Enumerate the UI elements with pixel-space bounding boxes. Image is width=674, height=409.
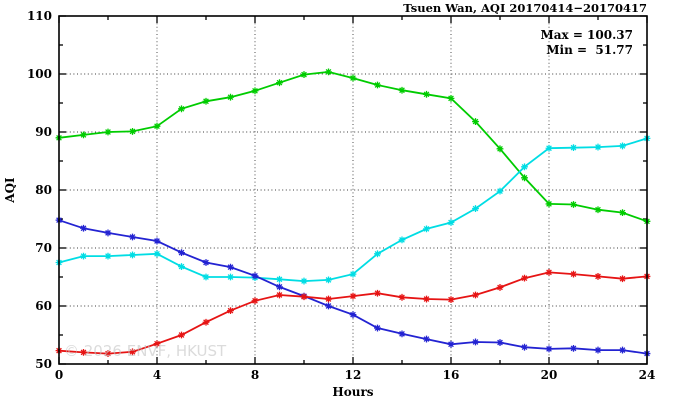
series-green-line: [58, 70, 648, 223]
legend-min-label: Min = 51.77: [546, 43, 633, 57]
plot-border: [58, 15, 648, 365]
x-tick-label: 20: [541, 368, 558, 382]
x-tick-label: 16: [443, 368, 460, 382]
y-tick-label: 50: [35, 357, 52, 371]
legend-max-label: Max = 100.37: [540, 28, 633, 42]
x-tick-label: 24: [639, 368, 656, 382]
y-tick-label: 70: [35, 241, 52, 255]
plot-area: 0 4 8 12 16 20 24 50 60 70 80 90 100 110: [27, 9, 655, 382]
watermark: © 2026 ENVF, HKUST: [64, 342, 227, 360]
y-tick-label: 90: [35, 125, 52, 139]
series-cyan: [55, 134, 651, 285]
chart-title: Tsuen Wan, AQI 20170414−20170417: [403, 1, 647, 15]
x-tick-label: 4: [153, 368, 161, 382]
series-blue: [55, 216, 651, 357]
x-axis-label: Hours: [332, 385, 373, 399]
y-tick-label: 60: [35, 299, 52, 313]
x-tick-label: 12: [345, 368, 362, 382]
y-tick-label: 110: [27, 9, 52, 23]
y-tick-label: 100: [27, 67, 52, 81]
series-cyan-markers: [55, 134, 651, 285]
gridlines: [59, 16, 647, 364]
y-axis-label: AQI: [3, 177, 17, 204]
y-tick-label: 80: [35, 183, 52, 197]
tick-labels: 0 4 8 12 16 20 24 50 60 70 80 90 100 110: [27, 9, 655, 382]
x-tick-label: 0: [55, 368, 63, 382]
series-cyan-line: [58, 137, 648, 283]
x-tick-label: 8: [251, 368, 259, 382]
